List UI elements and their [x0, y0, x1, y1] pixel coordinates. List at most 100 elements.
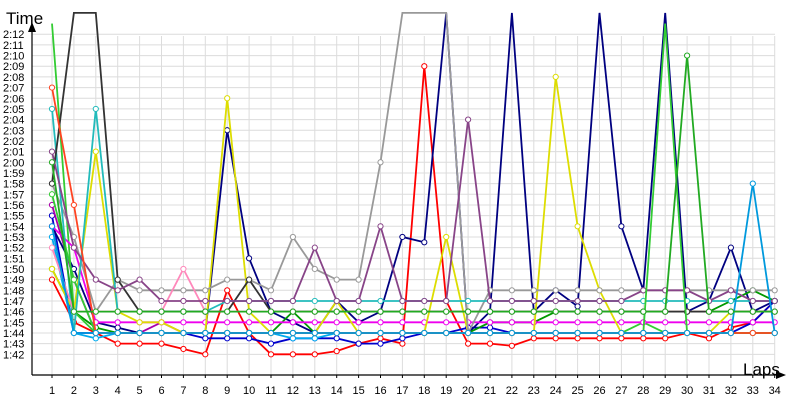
series-17-point [180, 329, 187, 337]
series-14-point [618, 297, 625, 305]
series-14-point [486, 297, 494, 305]
series-17-point [136, 329, 143, 337]
series-17-point [70, 329, 78, 337]
series-18-point [640, 308, 647, 315]
series-2-point [202, 335, 209, 342]
series-14-point [92, 276, 99, 283]
series-1-point [48, 276, 56, 283]
series-14-point [267, 297, 275, 305]
x-tick-label: 5 [137, 385, 143, 397]
x-axis-arrow [776, 371, 786, 379]
series-14-point [640, 287, 647, 294]
series-10-point [180, 287, 187, 294]
series-11-point [465, 297, 472, 305]
series-14-point [727, 287, 735, 294]
series-8-point [399, 319, 406, 326]
series-17-point [640, 329, 647, 337]
x-tick-label: 1 [49, 385, 55, 397]
series-14-point [246, 297, 253, 305]
series-8-point [333, 319, 340, 326]
tick-labels: 1 2 3 4 5 6 7 8 9 10 11 12 13 14 15 16 17 18 19 20 21 22 23 24 2… [3, 29, 781, 397]
y-tick-label: 2:02 [3, 136, 24, 148]
series-5-point [421, 239, 428, 246]
x-tick-label: 30 [681, 385, 693, 397]
series-18-point [421, 308, 428, 315]
series-17-point [596, 329, 603, 337]
series-1-point [705, 335, 713, 342]
series-18-point [114, 308, 121, 315]
series-10-point [224, 276, 231, 283]
series-18-point [136, 308, 143, 315]
series-8-point [662, 319, 669, 326]
series-10-point [552, 287, 559, 294]
series-10-point [377, 159, 384, 166]
series-17-point [267, 329, 275, 337]
series-10-point [333, 276, 340, 283]
x-tick-label: 14 [331, 385, 343, 397]
series-8-point [114, 319, 121, 326]
series-2-point [246, 335, 253, 342]
series-10-point [596, 287, 603, 294]
series-18-point [48, 159, 56, 166]
series-14-point [596, 297, 603, 305]
series-10-point [267, 287, 275, 294]
series-1-point [574, 335, 581, 342]
y-tick-label: 1:50 [3, 264, 24, 276]
series-18-point [684, 52, 691, 59]
series-18-point [355, 308, 362, 315]
series-18-point [530, 308, 537, 315]
series-17-point [355, 329, 362, 337]
series-1-point [114, 340, 121, 347]
series-8-point [596, 319, 603, 326]
axes [28, 22, 786, 379]
x-axis-title: Laps [743, 360, 780, 379]
y-tick-label: 1:57 [3, 189, 24, 201]
series-14-point [574, 297, 581, 305]
series-8-point [705, 319, 713, 326]
series-13-point [114, 276, 121, 283]
series-8-point [618, 319, 625, 326]
y-tick-label: 1:52 [3, 243, 24, 255]
series-17-point [574, 329, 581, 337]
series-17-point [202, 329, 209, 337]
series-1-point [530, 335, 537, 342]
series-13-point [246, 276, 253, 283]
x-tick-label: 18 [418, 385, 430, 397]
series-17-point [311, 329, 318, 337]
x-tick-label: 2 [71, 385, 77, 397]
series-14-point [684, 287, 691, 294]
series-17-point [333, 329, 340, 337]
series-8-point [508, 319, 515, 326]
series-10-point [771, 287, 778, 294]
y-tick-label: 2:05 [3, 104, 24, 116]
series-18-point [552, 308, 559, 315]
series-18-point [202, 308, 209, 315]
series-14-point [552, 297, 559, 305]
x-tick-label: 22 [506, 385, 518, 397]
y-tick-label: 1:49 [3, 275, 24, 287]
series-9-point [224, 95, 231, 102]
series-5-point [618, 223, 625, 230]
series-3-point [289, 335, 296, 342]
series-10-point [530, 287, 537, 294]
x-tick-label: 27 [615, 385, 627, 397]
series-10-point [202, 287, 209, 294]
series-10-point [158, 287, 165, 294]
series-10-point [749, 287, 756, 294]
series-9-point [136, 319, 143, 326]
series-17-point [421, 329, 428, 337]
x-tick-label: 12 [287, 385, 299, 397]
series-2-point [377, 340, 384, 347]
series-17-point [530, 329, 537, 337]
x-tick-label: 32 [725, 385, 737, 397]
y-tick-label: 2:06 [3, 93, 24, 105]
series-12-point [48, 244, 56, 251]
series-1-point [289, 351, 296, 358]
series-17-point [158, 329, 165, 337]
y-tick-label: 2:03 [3, 125, 24, 137]
series-16-point [70, 201, 78, 209]
series-17-point [92, 329, 99, 337]
series-1-point [552, 335, 559, 342]
y-tick-label: 1:48 [3, 285, 24, 297]
x-tick-label: 29 [659, 385, 671, 397]
